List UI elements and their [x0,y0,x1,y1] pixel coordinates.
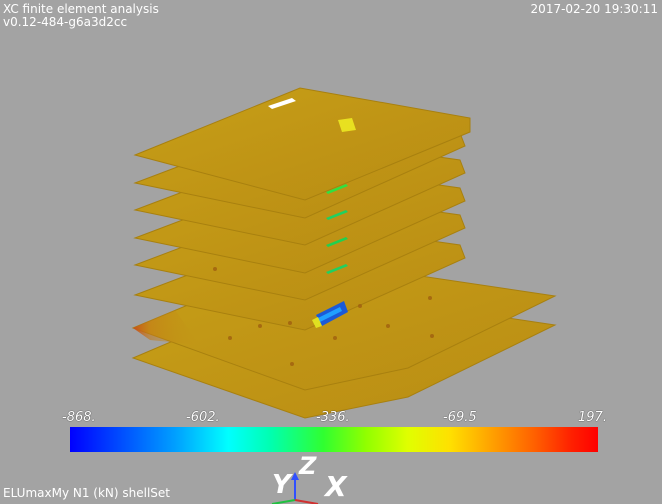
scale-tick-label: -336. [316,410,350,425]
timestamp: 2017-02-20 19:30:11 [530,2,658,16]
scale-tick-label: -69.5 [443,410,477,425]
axes-triad [271,472,319,504]
color-scale-bar [70,427,598,452]
scale-tick-label: 197. [578,410,607,425]
z-axis-label: Z [299,452,317,480]
scale-tick-label: -868. [62,410,96,425]
load-case-label: ELUmaxMy N1 (kN) shellSet [3,486,171,500]
core-wall-stress-highlights [312,184,348,328]
app-title: XC finite element analysis [3,2,159,16]
app-version: v0.12-484-g6a3d2cc [3,15,128,29]
scale-tick-label: -602. [186,410,220,425]
y-axis-label: Y [272,470,291,500]
x-axis-label: X [325,470,347,503]
column-marks [213,267,434,366]
floor-slab-roof [133,87,471,201]
